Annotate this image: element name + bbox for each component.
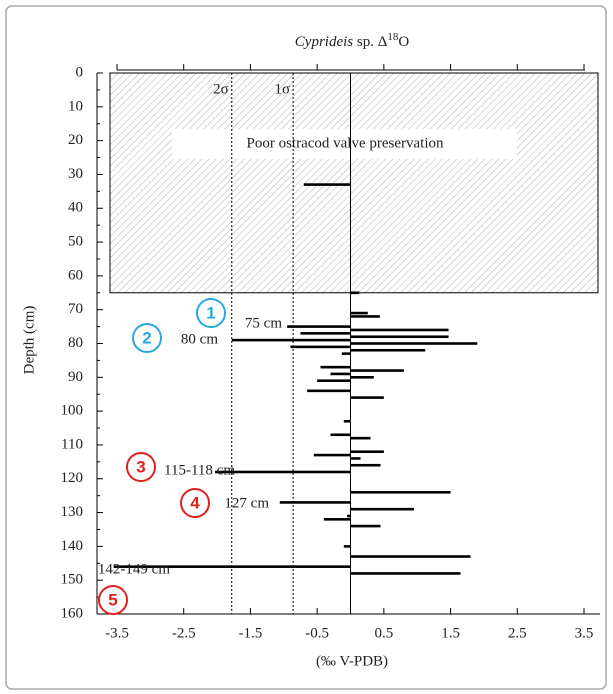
bar <box>347 514 351 518</box>
bar <box>350 450 384 453</box>
bar <box>320 365 351 369</box>
y-tick-label: 50 <box>68 234 83 250</box>
bar <box>279 501 351 504</box>
bar <box>350 396 384 399</box>
bar <box>350 328 449 332</box>
bar <box>330 372 351 376</box>
y-tick-label: 80 <box>68 335 83 351</box>
y-tick-label: 160 <box>61 605 84 621</box>
shaded-region <box>109 72 599 294</box>
bar <box>350 348 426 352</box>
bar <box>350 572 461 575</box>
marker-circle <box>180 488 210 518</box>
marker-label: 1 <box>206 303 215 322</box>
bar <box>231 338 351 342</box>
marker-label: 4 <box>190 493 200 512</box>
bar <box>307 389 351 393</box>
x-tick-label: -0.5 <box>305 625 329 641</box>
y-tick-label: 10 <box>68 98 83 114</box>
x-tick-label: 0.5 <box>374 625 393 641</box>
bar <box>323 518 351 521</box>
marker-circle <box>132 323 162 353</box>
y-tick-label: 120 <box>61 470 84 486</box>
marker-label: 5 <box>108 590 117 609</box>
annotation: 80 cm <box>181 331 218 347</box>
bar <box>350 457 361 460</box>
y-tick-label: 90 <box>68 369 83 385</box>
bar <box>287 325 351 328</box>
y-tick-label: 150 <box>61 572 84 588</box>
annotation: 142-149 cm <box>98 561 170 577</box>
marker-circle <box>196 298 226 328</box>
x-tick-label: 2.5 <box>508 625 527 641</box>
marker-circle <box>98 585 128 615</box>
marker-label: 2 <box>142 328 151 347</box>
y-tick-label: 0 <box>76 64 84 80</box>
y-axis-label: Depth (cm) <box>21 306 37 375</box>
y-tick-label: 40 <box>68 200 83 216</box>
bar <box>350 463 381 467</box>
bar <box>343 419 351 423</box>
bar <box>350 311 368 315</box>
sigma-label: 2σ <box>213 81 229 97</box>
x-tick-label: -1.5 <box>239 625 263 641</box>
bar <box>290 345 351 349</box>
x-tick-label: 3.5 <box>575 625 594 641</box>
frame <box>5 5 607 690</box>
y-tick-label: 30 <box>68 166 83 182</box>
bar <box>350 342 478 345</box>
x-tick-label: -3.5 <box>105 625 129 641</box>
bar <box>317 379 351 382</box>
bar <box>350 490 451 494</box>
bar <box>343 545 351 548</box>
y-tick-label: 140 <box>61 538 84 554</box>
marker-circle <box>126 452 156 482</box>
marker-label: 3 <box>136 457 145 476</box>
bar <box>113 565 351 568</box>
bar <box>350 524 381 528</box>
annotation: 127 cm <box>224 495 269 511</box>
x-tick-label: 1.5 <box>441 625 460 641</box>
bar <box>313 453 351 457</box>
bar <box>330 433 351 437</box>
sigma-label: 1σ <box>275 81 291 97</box>
bar <box>350 315 380 318</box>
bar <box>300 332 351 335</box>
bar <box>350 291 360 295</box>
bar <box>350 507 414 511</box>
y-tick-label: 110 <box>61 436 83 452</box>
bar <box>303 183 351 186</box>
y-tick-label: 70 <box>68 301 83 317</box>
bar <box>350 555 471 558</box>
x-axis-label: (‰ V-PDB) <box>316 653 388 669</box>
bar <box>350 436 371 440</box>
label-bg <box>172 129 517 159</box>
x-tick-label: -2.5 <box>172 625 196 641</box>
bar <box>215 470 351 474</box>
y-tick-label: 130 <box>61 504 84 520</box>
bar <box>350 369 404 372</box>
y-tick-label: 20 <box>68 132 83 148</box>
annotation: 75 cm <box>245 315 282 331</box>
y-tick-label: 100 <box>61 403 84 419</box>
annotation: 115-118 cm <box>164 462 235 478</box>
bar <box>350 376 374 379</box>
y-tick-label: 60 <box>68 267 83 283</box>
chart-title: Cyprideis sp. Δ18O <box>295 31 410 51</box>
region-label: Poor ostracod valve preservation <box>246 135 444 151</box>
bar <box>350 335 449 339</box>
bar <box>341 352 351 355</box>
